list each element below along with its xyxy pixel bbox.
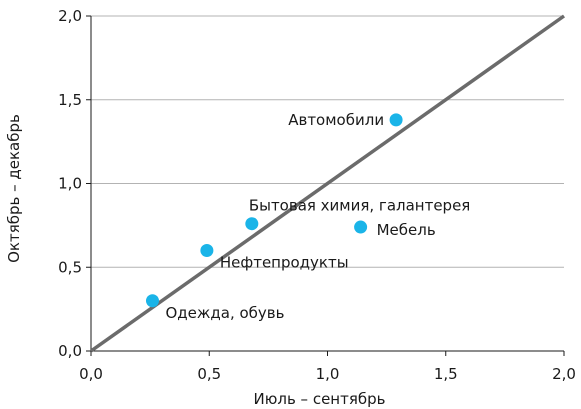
point-label-2: Бытовая химия, галантерея xyxy=(249,197,471,215)
axes xyxy=(86,15,565,356)
x-tick-label-4: 2,0 xyxy=(552,365,576,383)
data-point-4 xyxy=(389,113,403,127)
point-labels: Одежда, обувь Нефтепродукты Бытовая химия,… xyxy=(165,111,470,322)
point-label-1: Нефтепродукты xyxy=(220,254,349,272)
data-point-3 xyxy=(354,220,368,234)
y-tick-label-4: 2,0 xyxy=(58,7,82,25)
x-tick-labels: 0,0 0,5 1,0 1,5 2,0 xyxy=(79,365,576,383)
data-point-1 xyxy=(200,244,214,257)
x-tick-label-0: 0,0 xyxy=(79,365,103,383)
data-point-0 xyxy=(145,294,159,308)
data-points xyxy=(145,113,403,308)
x-tick-label-2: 1,0 xyxy=(316,365,340,383)
y-tick-labels: 0,0 0,5 1,0 1,5 2,0 xyxy=(58,7,82,360)
y-tick-label-1: 0,5 xyxy=(58,258,82,276)
point-label-0: Одежда, обувь xyxy=(165,304,284,322)
y-tick-label-0: 0,0 xyxy=(58,342,82,360)
reference-diagonal-line xyxy=(89,14,566,353)
x-tick-label-3: 1,5 xyxy=(434,365,458,383)
x-tick-label-1: 0,5 xyxy=(197,365,221,383)
data-point-2 xyxy=(245,217,259,231)
y-tick-label-3: 1,5 xyxy=(58,91,82,109)
y-tick-label-2: 1,0 xyxy=(58,175,82,193)
grid-lines xyxy=(91,15,564,268)
point-label-3: Мебель xyxy=(377,221,436,239)
point-label-4: Автомобили xyxy=(288,111,384,129)
x-axis-title: Июль – сентябрь xyxy=(254,390,386,408)
y-axis-title: Октябрь – декабрь xyxy=(5,114,23,263)
